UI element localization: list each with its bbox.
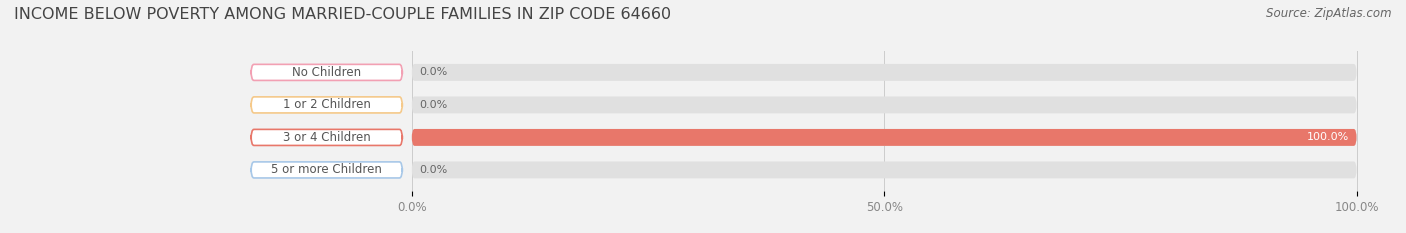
Text: 1 or 2 Children: 1 or 2 Children [283,98,371,111]
Text: 0.0%: 0.0% [419,67,447,77]
Text: No Children: No Children [292,66,361,79]
FancyBboxPatch shape [252,64,402,80]
FancyBboxPatch shape [252,162,402,178]
FancyBboxPatch shape [412,129,1357,146]
Text: 0.0%: 0.0% [419,165,447,175]
Text: Source: ZipAtlas.com: Source: ZipAtlas.com [1267,7,1392,20]
FancyBboxPatch shape [412,129,1357,146]
FancyBboxPatch shape [412,96,1357,113]
Text: INCOME BELOW POVERTY AMONG MARRIED-COUPLE FAMILIES IN ZIP CODE 64660: INCOME BELOW POVERTY AMONG MARRIED-COUPL… [14,7,671,22]
FancyBboxPatch shape [252,129,402,145]
FancyBboxPatch shape [412,161,1357,178]
Text: 3 or 4 Children: 3 or 4 Children [283,131,371,144]
Text: 100.0%: 100.0% [1306,132,1348,142]
Text: 5 or more Children: 5 or more Children [271,163,382,176]
FancyBboxPatch shape [412,64,1357,81]
FancyBboxPatch shape [252,97,402,113]
Text: 0.0%: 0.0% [419,100,447,110]
